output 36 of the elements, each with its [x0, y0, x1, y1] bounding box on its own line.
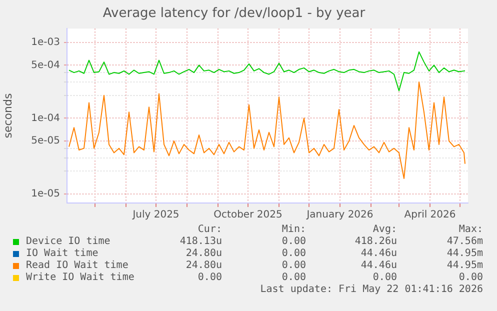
text: Avg: — [372, 224, 397, 235]
x-tick-label: October 2025 — [214, 210, 282, 221]
chart-title: Average latency for /dev/loop1 - by year — [102, 6, 366, 22]
y-tick-label: 5e-04 — [31, 60, 60, 71]
text: 0.00 — [282, 236, 306, 247]
legend-label: Read IO Wait time — [26, 260, 128, 271]
legend-label: Device IO time — [26, 236, 110, 247]
text: 44.95m — [446, 248, 483, 259]
text: 24.80u — [186, 248, 222, 259]
text: Min: — [282, 224, 306, 235]
text: 44.95m — [446, 260, 483, 271]
text: 24.80u — [186, 260, 222, 271]
x-tick-label: January 2026 — [306, 210, 374, 221]
text: 0.00 — [198, 272, 222, 283]
text: 44.46u — [360, 248, 397, 259]
text: 44.46u — [360, 260, 397, 271]
y-tick-label: 5e-05 — [31, 136, 60, 147]
y-tick-label: 1e-04 — [31, 112, 60, 124]
x-tick-label: April 2026 — [404, 210, 456, 221]
legend-label: IO Wait time — [26, 248, 98, 259]
text: 0.00 — [282, 272, 306, 283]
y-axis-title: seconds — [1, 93, 14, 138]
y-tick-label: 1e-05 — [31, 188, 60, 200]
legend-label: Write IO Wait time — [26, 272, 134, 283]
text: 0.00 — [282, 248, 306, 259]
text: 0.00 — [282, 260, 306, 271]
text: 418.13u — [180, 236, 222, 247]
text: 418.26u — [354, 236, 397, 247]
text: 0.00 — [458, 272, 483, 283]
text: Last update: Fri May 22 01:41:16 2026 — [260, 284, 483, 295]
text: Cur: — [198, 224, 222, 235]
y-tick-label: 1e-03 — [31, 36, 60, 48]
x-tick-label: July 2025 — [132, 210, 180, 221]
text: 47.56m — [446, 236, 483, 247]
text: Max: — [458, 224, 483, 235]
text: 0.00 — [372, 272, 397, 283]
